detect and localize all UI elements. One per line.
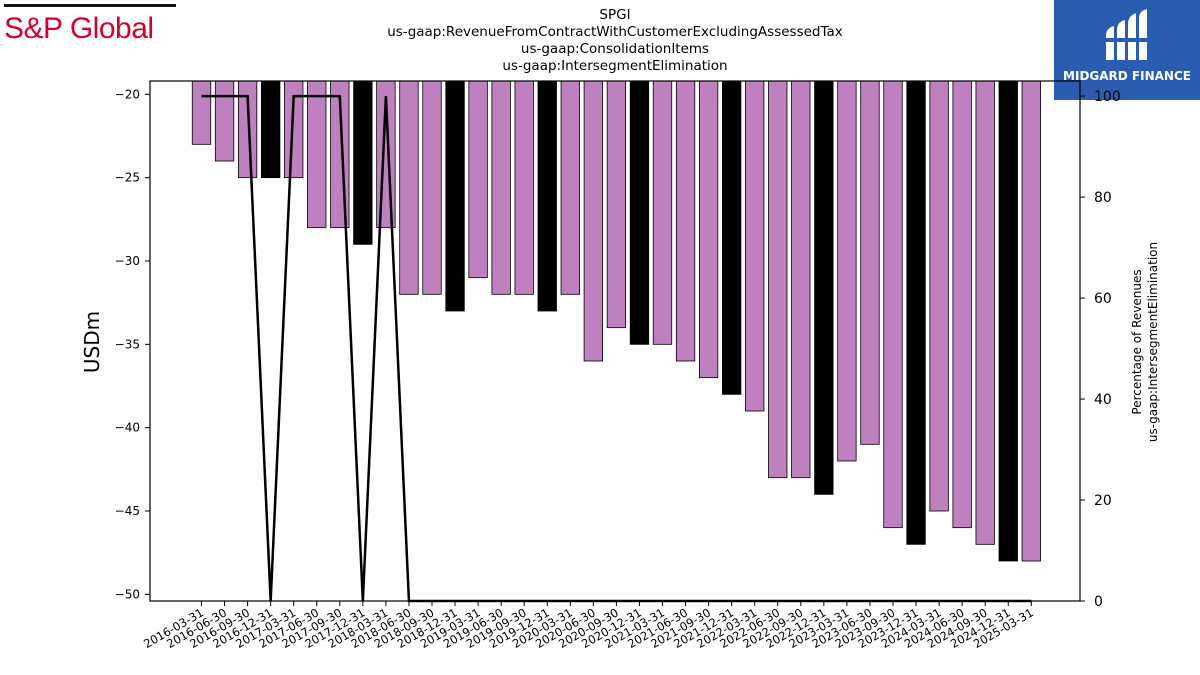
- bar-2022-06-30: [768, 80, 788, 479]
- chart-title-line-3: us-gaap:ConsolidationItems: [520, 41, 710, 57]
- bar-2018-09-30: [422, 80, 442, 295]
- bar-2016-03-31: [191, 80, 212, 145]
- sp-global-logo-text: S&P Global: [4, 12, 154, 45]
- y2-tick-label: 0: [1094, 594, 1103, 610]
- chart-title-block: SPGI us-gaap:RevenueFromContractWithCust…: [330, 7, 900, 75]
- bar-2023-09-30: [883, 80, 903, 529]
- y-tick-label: −35: [115, 337, 140, 351]
- bar-2024-12-31: [998, 80, 1018, 562]
- bar-2025-03-31: [1021, 80, 1041, 562]
- bar-2019-09-30: [514, 80, 534, 295]
- chart-title-line-2: us-gaap:RevenueFromContractWithCustomerE…: [387, 24, 843, 40]
- bar-2020-12-31: [629, 80, 650, 345]
- bar-2017-06-30: [307, 80, 327, 229]
- bar-2019-03-31: [468, 80, 488, 279]
- midgard-logo-text: MIDGARD FINANCE: [1063, 69, 1191, 83]
- y-tick-label: −45: [115, 504, 140, 518]
- bar-2019-12-31: [537, 80, 557, 312]
- bar-2021-03-31: [652, 80, 673, 345]
- bar-2017-12-31: [353, 80, 373, 245]
- y2-tick-label: 40: [1094, 392, 1112, 408]
- bar-2022-12-31: [814, 80, 834, 495]
- bar-2023-06-30: [860, 80, 880, 445]
- y2-tick-label: 80: [1094, 190, 1112, 206]
- bar-2020-09-30: [606, 80, 627, 329]
- chart-title-line-1: SPGI: [599, 7, 631, 23]
- x-tick-group: 2016-03-312016-06-302016-09-302016-12-31…: [141, 601, 1036, 651]
- bar-2023-12-31: [906, 80, 926, 545]
- bar-2016-12-31: [260, 80, 281, 179]
- bar-2019-06-30: [491, 80, 511, 295]
- y-tick-label: −40: [115, 421, 140, 435]
- y-axis-label: USDm: [80, 311, 104, 373]
- bar-group: [191, 80, 1041, 562]
- chart-title-line-4: us-gaap:IntersegmentElimination: [502, 58, 728, 74]
- midgard-finance-logo: MIDGARD FINANCE: [1054, 0, 1200, 100]
- y-tick-label: −25: [115, 171, 140, 185]
- y-tick-label: −30: [115, 254, 140, 268]
- y2-tick-label: 100: [1094, 89, 1121, 105]
- logo-top-rule: [4, 4, 176, 7]
- bar-2024-03-31: [929, 80, 949, 512]
- axes-group: −20 −25 −30 −35 −40 −45 −50 0 20 40 60 80 100: [115, 80, 1121, 610]
- bar-2024-06-30: [952, 80, 972, 529]
- y-tick-label: −20: [115, 87, 140, 101]
- sp-global-logo: S&P Global: [4, 4, 178, 45]
- y-tick-label: −50: [115, 587, 140, 601]
- bar-2020-06-30: [583, 80, 603, 362]
- bar-2023-03-31: [837, 80, 857, 462]
- bar-2022-09-30: [791, 80, 811, 479]
- bar-2022-03-31: [745, 80, 765, 412]
- y2-tick-label: 20: [1094, 493, 1112, 509]
- midgard-logo-icon: [1102, 9, 1152, 60]
- bar-2018-12-31: [445, 80, 465, 312]
- bar-2021-09-30: [698, 80, 719, 379]
- plot-frame: [149, 80, 1081, 602]
- bar-2021-12-31: [722, 80, 742, 395]
- y2-axis-label-line-1: Percentage of Revenues: [1130, 269, 1144, 414]
- y2-tick-label: 60: [1094, 291, 1112, 307]
- bar-2018-06-30: [399, 80, 419, 295]
- bar-2021-06-30: [675, 80, 696, 362]
- bar-2016-06-30: [214, 80, 235, 162]
- y2-axis-label-line-2: us-gaap:IntersegmentElimination: [1146, 242, 1160, 442]
- bar-2020-03-31: [560, 80, 580, 295]
- bar-2024-09-30: [975, 80, 995, 545]
